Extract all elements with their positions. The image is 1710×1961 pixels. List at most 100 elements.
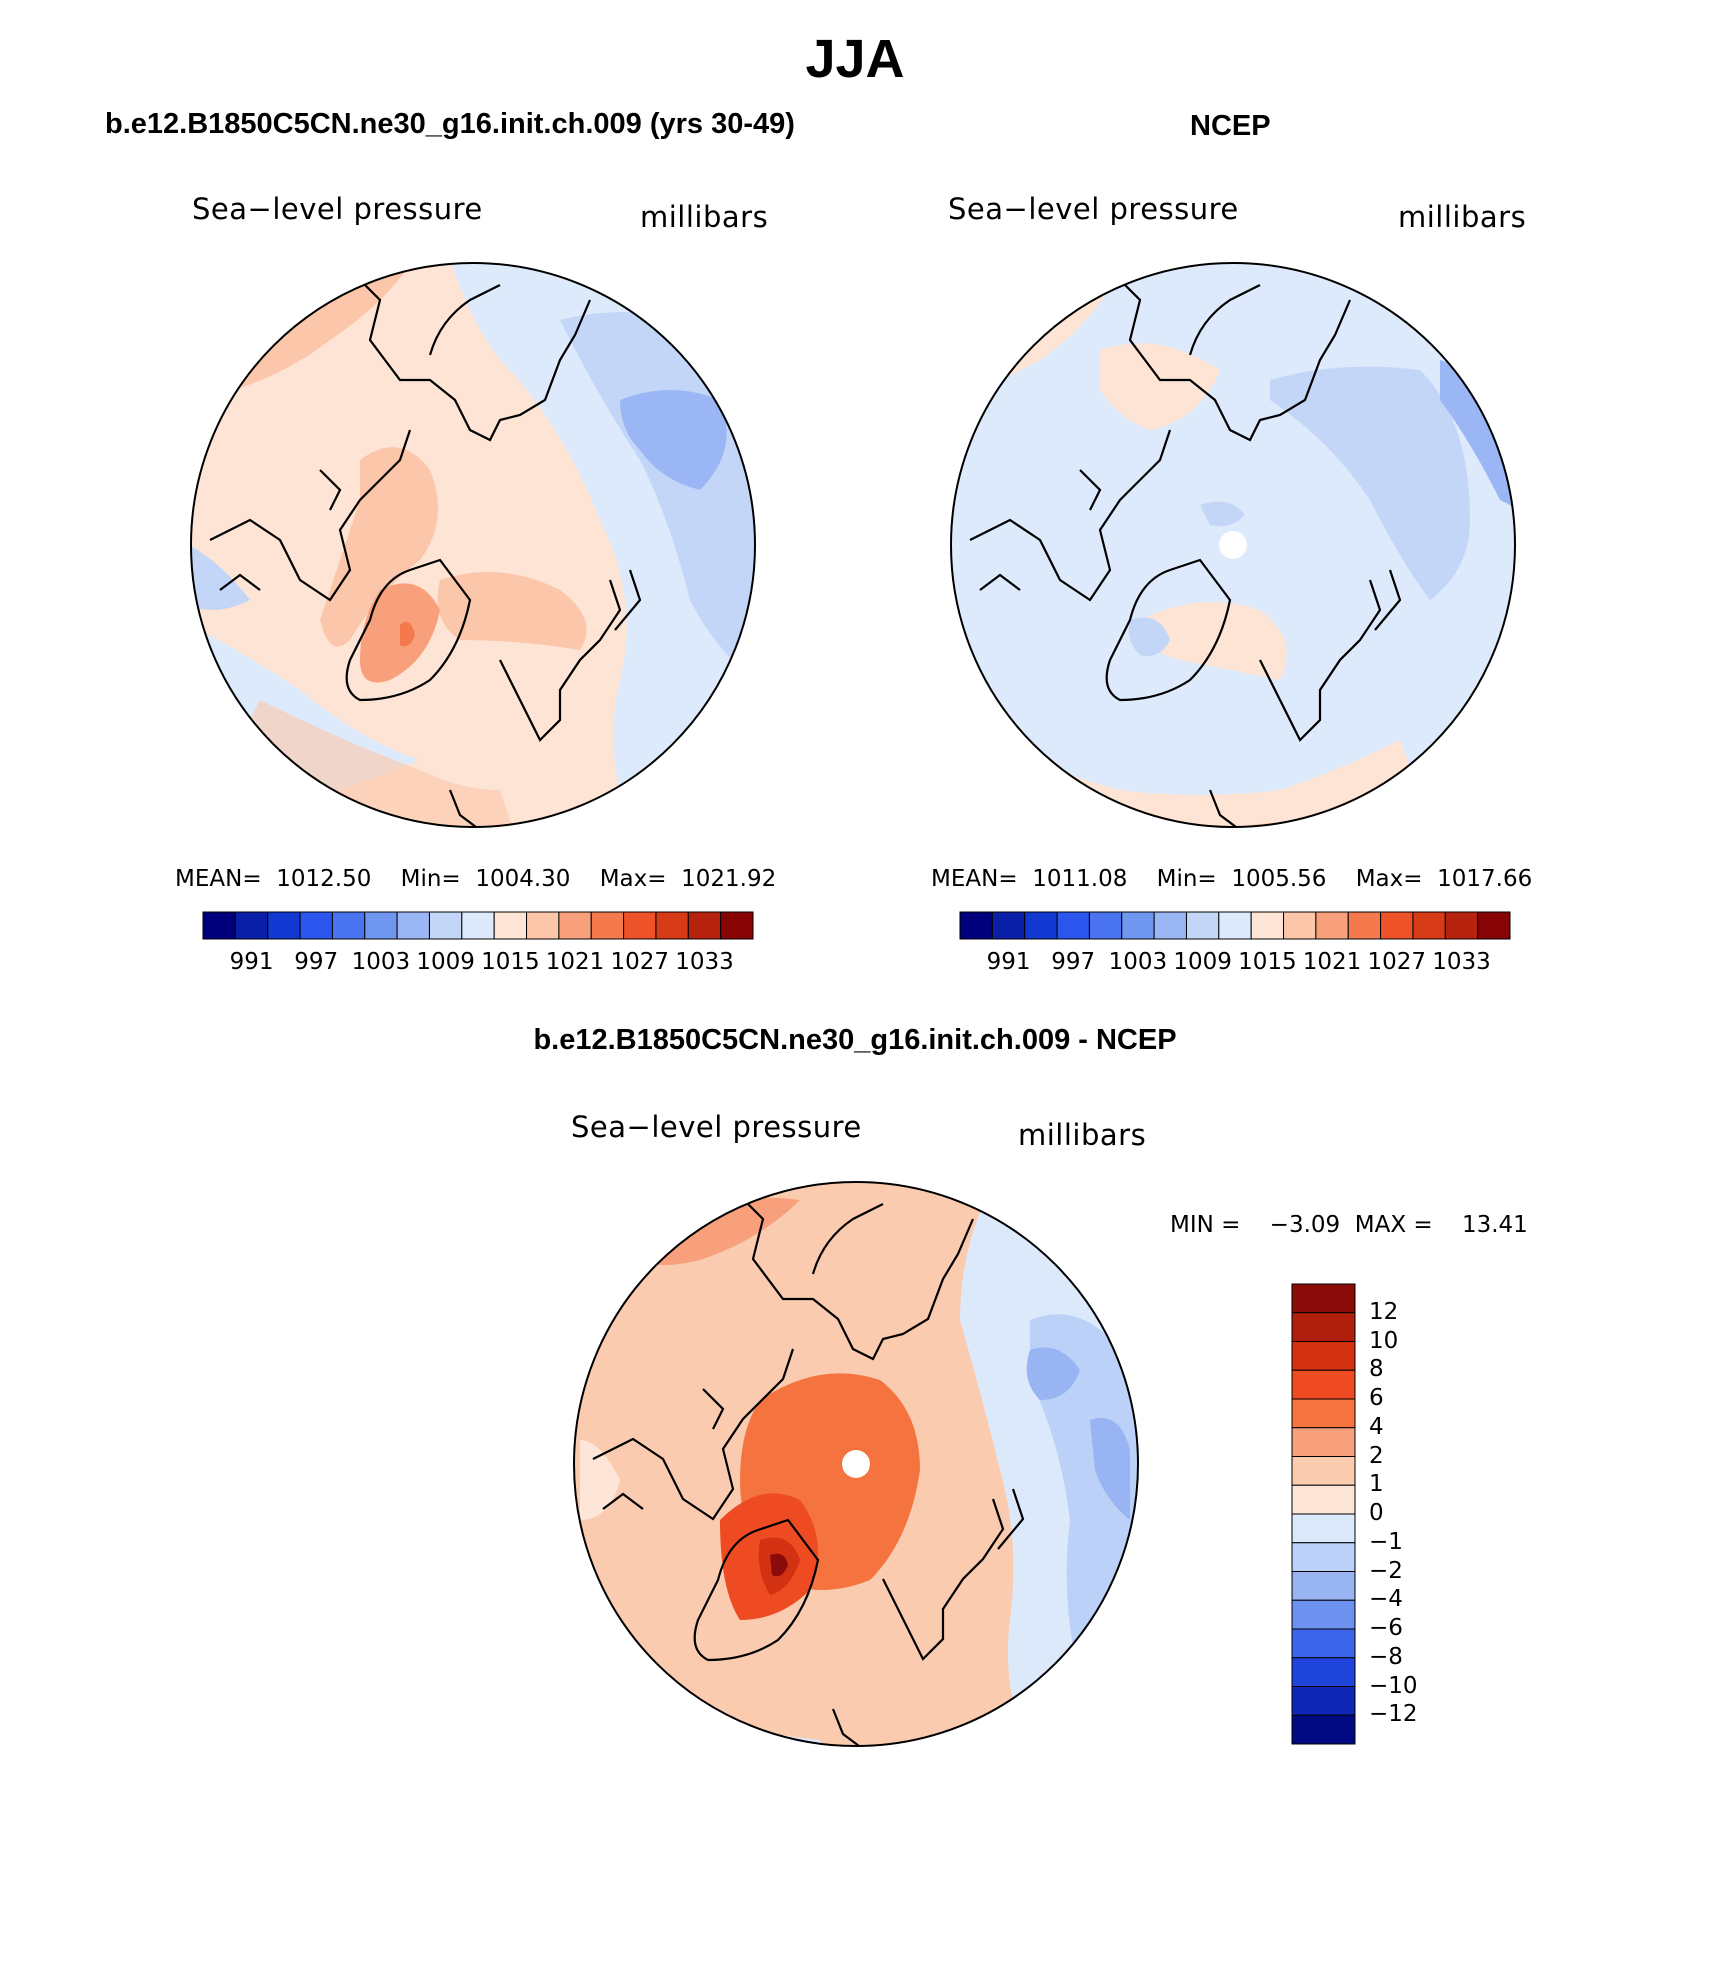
ncep-max-value: 1017.66 (1437, 866, 1533, 892)
ncep-stats: MEAN= 1011.08 Min= 1005.56 Max= 1017.66 (931, 866, 1532, 892)
model-coast-scandinavia (499, 579, 622, 742)
ncep-coast-britain (1208, 789, 1241, 827)
diff-colorbar-tick-label: −10 (1369, 1672, 1418, 1699)
diff-colorbar-tick-label: −8 (1369, 1643, 1403, 1670)
diff-colorbar-tick-label: −6 (1369, 1615, 1403, 1641)
diff-colorbar-box (1291, 1312, 1356, 1342)
ncep-colorbar-tick-label: 991 (986, 949, 1031, 975)
ncep-colorbar-box (1315, 911, 1349, 940)
diff-min-value: −3.09 (1269, 1212, 1341, 1238)
model-colorbar-box (364, 911, 398, 940)
diff-colorbar-box (1291, 1369, 1356, 1400)
diff-colorbar-box (1291, 1398, 1356, 1429)
diff-colorbar-box (1291, 1542, 1356, 1572)
ncep-units-label: millibars (1398, 200, 1527, 234)
model-colorbar-box (234, 911, 269, 940)
model-coast-siberia (344, 264, 592, 442)
ncep-colorbar-box (1218, 911, 1252, 940)
model-map (191, 263, 755, 827)
model-stats: MEAN= 1012.50 Min= 1004.30 Max= 1021.92 (175, 866, 776, 892)
ncep-colorbar-box (1056, 911, 1090, 940)
ncep-min-label: Min= (1156, 866, 1217, 892)
ncep-fill-low-pole (1200, 501, 1245, 527)
ncep-colorbar-box (1121, 911, 1155, 940)
diff-colorbar (1291, 1283, 1356, 1745)
model-colorbar-box (623, 911, 657, 940)
diff-map-border (573, 1181, 1139, 1747)
model-colorbar-box (493, 911, 528, 940)
ncep-colorbar-tick-label: 1009 (1173, 949, 1232, 975)
ncep-colorbar-tick-label: 1015 (1238, 949, 1297, 975)
ncep-max-label: Max= (1355, 866, 1423, 892)
model-colorbar-box (590, 911, 625, 940)
diff-fill-lowest-east (1026, 1347, 1080, 1400)
ncep-colorbar-tick-label: 1027 (1367, 949, 1427, 975)
diff-field-label: Sea−level pressure (571, 1110, 862, 1144)
model-colorbar-tick-label: 991 (229, 949, 274, 975)
ncep-colorbar-box (959, 911, 993, 940)
model-colorbar-box (558, 911, 592, 940)
diff-coast-baffin (702, 1388, 725, 1430)
model-max-value: 1021.92 (681, 866, 777, 892)
ncep-coastlines (969, 264, 1402, 827)
diff-colorbar-box (1291, 1427, 1356, 1457)
model-coast-baffin (319, 469, 342, 511)
diff-stats: MIN = −3.09 MAX = 13.41 (1170, 1212, 1528, 1238)
ncep-fill-high-siberia (1100, 343, 1220, 430)
diff-colorbar-tick-label: −12 (1369, 1701, 1418, 1728)
ncep-coast-novaya (1374, 569, 1402, 631)
model-colorbar-tick-label: 997 (294, 949, 339, 975)
diff-colorbar-box (1291, 1686, 1356, 1716)
diff-coast-greenland (693, 1518, 820, 1662)
diff-colorbar-box (1291, 1657, 1356, 1687)
difference-panel-title: b.e12.B1850C5CN.ne30_g16.init.ch.009 - N… (533, 1024, 1177, 1056)
diff-coast-novaya (997, 1488, 1025, 1550)
diff-fill-neutral-west (580, 1440, 620, 1520)
ncep-colorbar-box (1185, 911, 1220, 940)
diff-min-label: MIN = (1170, 1212, 1241, 1238)
ncep-colorbar-box (1250, 911, 1285, 940)
ncep-colorbar-box (1477, 911, 1511, 940)
ncep-mean-label: MEAN= (931, 866, 1018, 892)
ncep-colorbar-box (1283, 911, 1317, 940)
diff-colorbar-box (1291, 1571, 1356, 1601)
ncep-colorbar-box (1444, 911, 1479, 940)
diff-max-value: 13.41 (1461, 1212, 1528, 1238)
diff-units-label: millibars (1018, 1118, 1147, 1152)
model-fill-low-hudson (191, 540, 250, 610)
model-fill-peak-greenland (400, 621, 415, 647)
ncep-fill-high-europe (1140, 602, 1287, 680)
ncep-min-value: 1005.56 (1231, 866, 1327, 892)
diff-colorbar-tick-label: 12 (1369, 1298, 1399, 1325)
ncep-pole-hole (1219, 531, 1247, 559)
diff-colorbar-box (1291, 1714, 1356, 1745)
model-colorbar-box (331, 911, 366, 940)
diff-coast-hudson (602, 1492, 644, 1510)
diff-colorbar-tick-label: 6 (1369, 1385, 1384, 1411)
ncep-coast-siberia (1104, 264, 1352, 442)
ncep-coast-taymyr (1188, 284, 1261, 356)
model-mean-value: 1012.50 (276, 866, 372, 892)
ncep-coast-scandinavia (1259, 579, 1382, 742)
ncep-field-label: Sea−level pressure (948, 192, 1239, 226)
ncep-panel-title: NCEP (1190, 110, 1271, 142)
model-colorbar-box (267, 911, 301, 940)
diff-colorbar-tick-label: 10 (1369, 1327, 1399, 1354)
diff-max-label: MAX = (1354, 1212, 1433, 1238)
diff-colorbar-tick-label: 0 (1369, 1500, 1384, 1526)
model-max-label: Max= (599, 866, 667, 892)
model-colorbar-tick-label: 1003 (351, 949, 411, 975)
model-mean-label: MEAN= (175, 866, 262, 892)
ncep-colorbar-tick-label: 1003 (1108, 949, 1168, 975)
model-colorbar-box (461, 911, 495, 940)
diff-colorbar-tick-label: 1 (1369, 1471, 1384, 1498)
ncep-colorbar-box (991, 911, 1026, 940)
diff-fill-lowest-east2 (1090, 1418, 1130, 1520)
model-coast-taymyr (428, 284, 501, 356)
ncep-colorbar-tick-label: 1021 (1302, 949, 1362, 975)
model-colorbar-box (720, 911, 754, 940)
diff-colorbar-tick-label: −2 (1369, 1557, 1403, 1584)
diff-coast-scandinavia (882, 1498, 1005, 1661)
ncep-coast-hudson (979, 573, 1021, 591)
